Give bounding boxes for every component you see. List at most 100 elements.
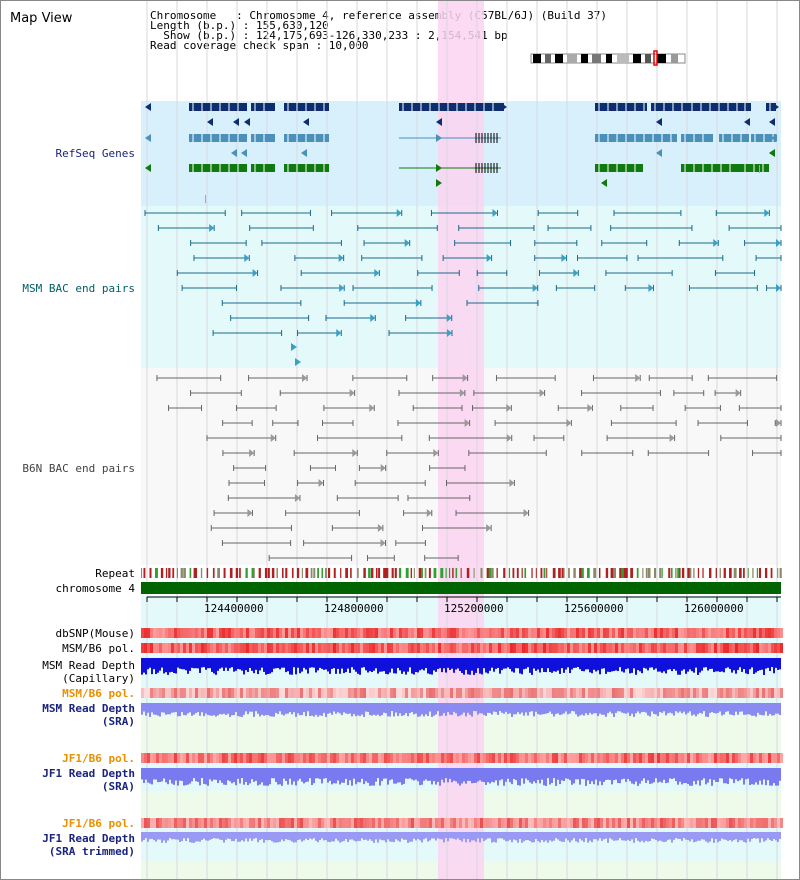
depth-bar: [593, 658, 595, 670]
heat-cell: [399, 643, 402, 653]
track-label-msm-bac[interactable]: MSM BAC end pairs: [22, 282, 135, 295]
heat-cell: [270, 753, 273, 763]
track-label-msm-b6-pol-1[interactable]: MSM/B6 pol.: [62, 642, 135, 655]
depth-bar: [157, 658, 159, 673]
depth-bar: [629, 768, 631, 782]
track-label-msm-depth-cap-1[interactable]: MSM Read Depth: [42, 659, 135, 672]
heat-cell: [174, 643, 177, 653]
heat-cell: [351, 628, 354, 638]
heat-cell: [672, 753, 675, 763]
repeat-element: [610, 568, 614, 578]
heat-cell: [486, 688, 489, 698]
repeat-element: [625, 568, 628, 578]
heat-cell: [708, 818, 711, 828]
depth-bar: [765, 658, 767, 669]
depth-bar: [315, 832, 317, 841]
refseq-genes[interactable]: [145, 103, 779, 203]
depth-bar: [493, 703, 495, 712]
track-label-chromosome[interactable]: chromosome 4: [55, 582, 135, 595]
heat-cell: [459, 628, 462, 638]
heat-cell: [285, 688, 288, 698]
highlight-region[interactable]: [438, 1, 484, 880]
heat-cell: [339, 818, 342, 828]
depth-bar: [387, 832, 389, 840]
depth-bar: [315, 768, 317, 779]
depth-bar: [391, 703, 393, 712]
depth-bar: [615, 832, 617, 841]
heat-cell: [552, 753, 555, 763]
bac-end-arrow: [776, 284, 781, 292]
track-label-refseq[interactable]: RefSeq Genes: [55, 147, 135, 160]
heat-cell: [204, 643, 207, 653]
heat-cell: [717, 818, 720, 828]
bac-end-arrow: [648, 284, 654, 292]
track-label-msm-b6-pol-2[interactable]: MSM/B6 pol.: [62, 687, 135, 700]
track-label-msm-depth-sra-2: (SRA): [101, 715, 135, 728]
heat-cell: [228, 688, 231, 698]
chromosome-bar[interactable]: [141, 582, 781, 594]
track-label-repeat[interactable]: Repeat: [95, 567, 135, 580]
depth-bar: [247, 658, 249, 672]
depth-bar: [187, 768, 189, 785]
depth-bar: [245, 703, 247, 712]
depth-bar: [149, 832, 151, 840]
repeat-track[interactable]: [141, 568, 782, 578]
track-label-jf1-depth-sra-1[interactable]: JF1 Read Depth: [42, 767, 135, 780]
heat-cell: [222, 643, 225, 653]
depth-bar: [483, 658, 485, 669]
heat-cell: [375, 753, 378, 763]
repeat-element: [455, 568, 458, 578]
track-label-dbsnp[interactable]: dbSNP(Mouse): [55, 627, 135, 640]
heat-cell: [180, 688, 183, 698]
chromosome-ideogram[interactable]: [530, 50, 686, 66]
depth-bar: [649, 703, 651, 717]
depth-bar: [237, 658, 239, 669]
depth-bar: [355, 768, 357, 785]
axis-tick-label: 125200000: [444, 602, 504, 615]
heat-cell: [741, 643, 744, 653]
heat-cell: [273, 818, 276, 828]
depth-bar: [639, 832, 641, 843]
depth-bar: [201, 658, 203, 668]
heat-cell: [702, 753, 705, 763]
heat-cell: [732, 753, 735, 763]
depth-bar: [157, 832, 159, 840]
depth-bar: [155, 768, 157, 780]
read-depth-tracks[interactable]: [141, 658, 781, 843]
depth-bar: [683, 658, 685, 670]
b6n-bac-pairs[interactable]: [156, 374, 782, 561]
heat-cell: [738, 643, 741, 653]
polymorphism-heatmaps[interactable]: [141, 628, 783, 828]
depth-bar: [229, 703, 231, 717]
depth-bar: [731, 658, 733, 673]
bac-end-arrow: [318, 479, 324, 487]
heat-cell: [744, 643, 747, 653]
repeat-element: [405, 568, 409, 578]
heat-cell: [759, 753, 762, 763]
heat-cell: [303, 628, 306, 638]
depth-bar: [691, 703, 693, 716]
depth-bar: [413, 658, 415, 675]
track-label-jf1-b6-pol-1[interactable]: JF1/B6 pol.: [62, 752, 135, 765]
depth-bar: [561, 703, 563, 715]
depth-bar: [233, 658, 235, 672]
heat-cell: [537, 643, 540, 653]
track-label-b6n-bac[interactable]: B6N BAC end pairs: [22, 462, 135, 475]
genome-browser-canvas[interactable]: [141, 1, 783, 880]
depth-bar: [179, 658, 181, 669]
heat-cell: [180, 753, 183, 763]
depth-bar: [655, 658, 657, 669]
heat-cell: [417, 818, 420, 828]
track-label-jf1-b6-pol-2[interactable]: JF1/B6 pol.: [62, 817, 135, 830]
msm-bac-pairs[interactable]: [144, 209, 782, 366]
heat-cell: [453, 628, 456, 638]
heat-cell: [306, 688, 309, 698]
heat-cell: [690, 688, 693, 698]
depth-bar: [637, 768, 639, 786]
depth-bar: [557, 703, 559, 714]
heat-cell: [687, 688, 690, 698]
depth-bar: [705, 658, 707, 668]
track-label-jf1-depth-trim-1[interactable]: JF1 Read Depth: [42, 832, 135, 845]
track-label-msm-depth-sra-1[interactable]: MSM Read Depth: [42, 702, 135, 715]
heat-cell: [762, 818, 765, 828]
